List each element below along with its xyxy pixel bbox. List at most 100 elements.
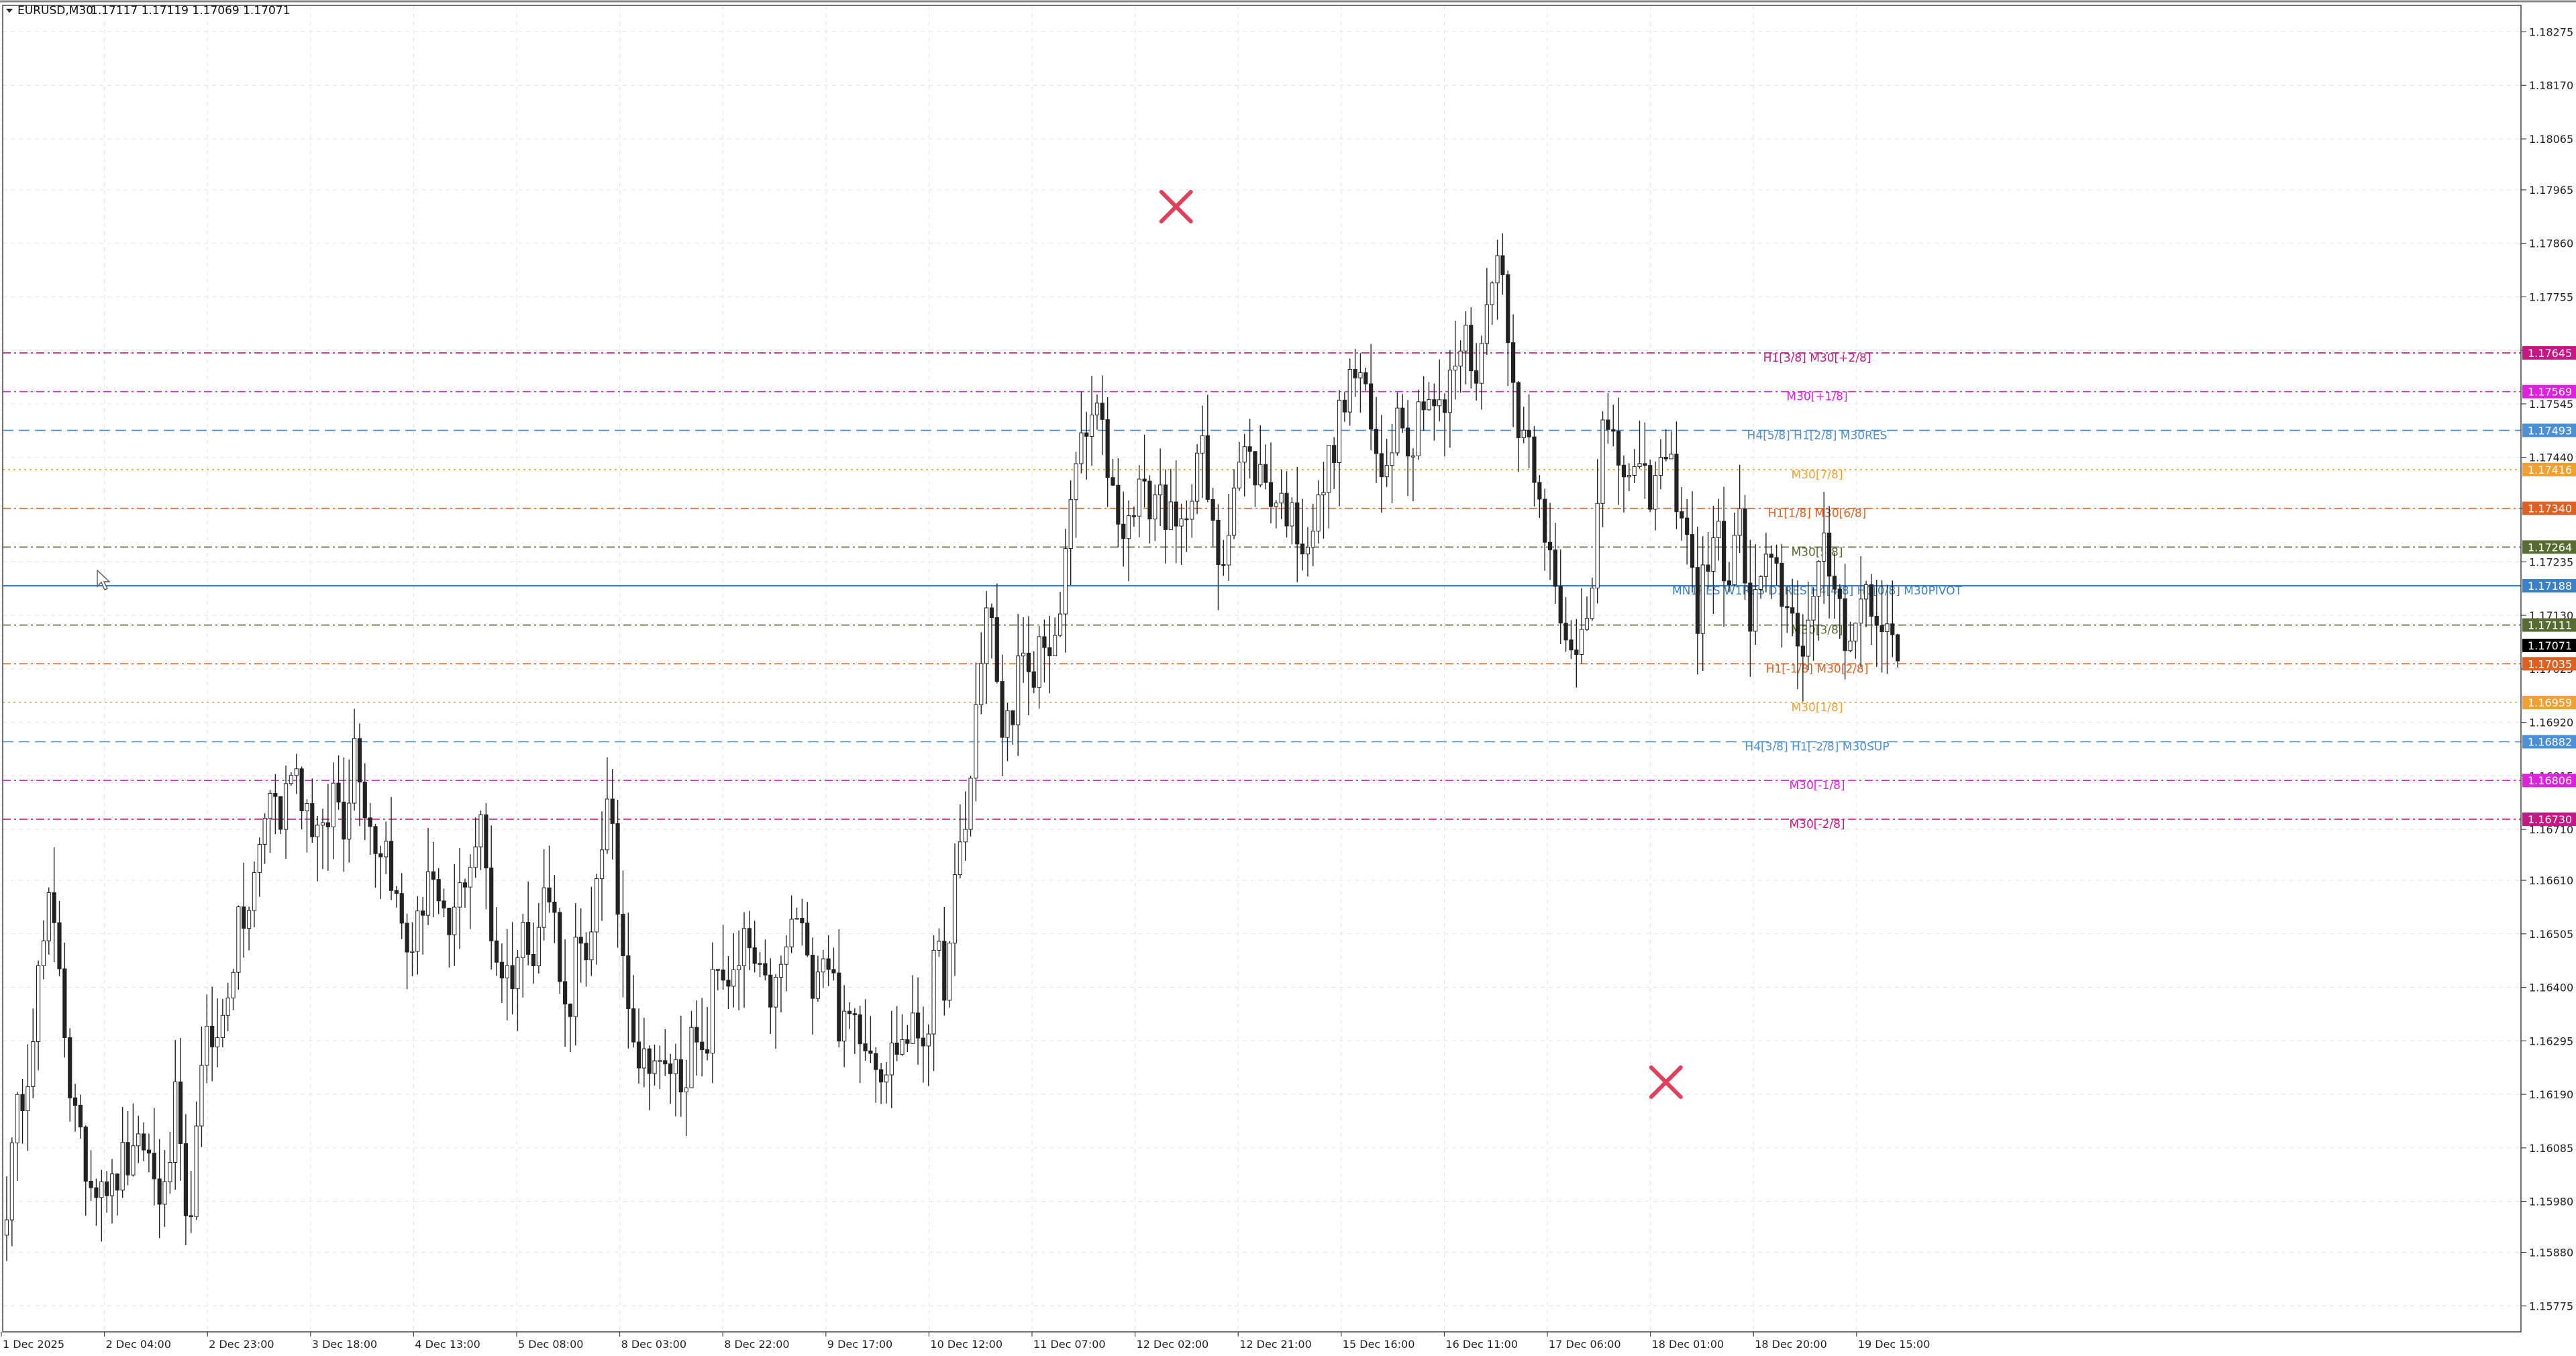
candle-body — [715, 969, 720, 971]
candle-body — [162, 1181, 167, 1205]
candle-body — [1506, 274, 1510, 344]
candle-body — [452, 906, 457, 935]
candle-body — [1290, 502, 1294, 527]
candle-body — [1685, 517, 1690, 535]
candle-body — [1558, 586, 1563, 624]
candle-body — [1158, 484, 1163, 496]
dropdown-triangle-icon[interactable] — [6, 9, 13, 13]
candle-body — [425, 871, 431, 916]
candle-body — [1516, 382, 1521, 438]
candle-body — [236, 906, 241, 973]
candle-body — [1374, 429, 1379, 454]
candle-body — [610, 798, 615, 824]
candle-body — [473, 846, 478, 868]
candle-body — [442, 900, 446, 908]
candle-body — [1400, 407, 1405, 429]
candle-body — [1674, 454, 1679, 513]
candle-body — [109, 1174, 115, 1196]
y-tick-label: 1.16085 — [2529, 1142, 2573, 1155]
price-tag-label: 1.16730 — [2528, 813, 2572, 826]
candle-body — [1284, 492, 1289, 527]
candle-body — [99, 1181, 104, 1198]
candle-body — [1763, 554, 1769, 577]
candle-body — [641, 1048, 646, 1069]
x-tick-label: 2 Dec 23:00 — [209, 1338, 274, 1351]
candle-body — [805, 923, 810, 956]
candle-body — [721, 970, 725, 981]
candle-body — [310, 803, 315, 837]
candle-body — [1190, 501, 1194, 520]
candle-body — [578, 937, 583, 944]
candle-body — [1780, 562, 1784, 607]
candle-body — [974, 704, 978, 779]
candle-body — [858, 1014, 862, 1045]
candle-body — [1690, 534, 1695, 568]
candle-body — [247, 910, 252, 929]
candle-body — [268, 792, 272, 819]
candle-body — [1737, 508, 1742, 536]
candle-body — [1184, 518, 1189, 521]
candle-body — [615, 823, 620, 915]
murrey-math-levels: H1[3/8] M30[+2/8] M30[+1/8] H4[5/8] H1[2/8… — [3, 352, 2521, 831]
candle-body — [1395, 407, 1400, 454]
price-tag-box — [2522, 618, 2576, 632]
candle-body — [1369, 383, 1374, 430]
candle-body — [1116, 484, 1121, 525]
candle-body — [1321, 492, 1326, 496]
candle-body — [1627, 475, 1631, 478]
candle-body — [378, 853, 383, 857]
price-tag-box — [2522, 774, 2576, 788]
candle-body — [926, 1033, 931, 1047]
level-label: M30[5/8] — [1792, 545, 1843, 559]
candle-body — [1205, 435, 1210, 500]
candle-body — [800, 918, 805, 924]
price-tag-label: 1.17035 — [2528, 658, 2572, 670]
y-tick-label: 1.17860 — [2529, 238, 2573, 250]
candle-body — [931, 949, 936, 1035]
y-tick-label: 1.17545 — [2529, 398, 2573, 411]
y-tick-label: 1.16505 — [2529, 928, 2573, 941]
candle-body — [1474, 370, 1479, 384]
price-tag-label: 1.17188 — [2528, 580, 2572, 592]
candle-body — [194, 1125, 199, 1217]
candle-body — [1463, 325, 1468, 352]
candle-body — [689, 1027, 694, 1088]
y-tick-label: 1.16610 — [2529, 874, 2573, 887]
candle-body — [1547, 541, 1553, 551]
x-tick-label: 5 Dec 08:00 — [518, 1338, 583, 1351]
price-tag-label: 1.16959 — [2528, 696, 2572, 709]
candle-body — [1437, 399, 1442, 407]
level-label: M30[-2/8] — [1789, 818, 1845, 831]
candle-body — [1727, 580, 1732, 585]
candle-body — [262, 818, 267, 845]
candle-body — [415, 910, 420, 952]
x-stroke — [1159, 190, 1193, 224]
candle-body — [678, 1059, 683, 1092]
y-tick-label: 1.17965 — [2529, 184, 2573, 197]
candle-body — [1832, 576, 1837, 590]
candle-body — [1342, 399, 1347, 413]
x-tick-label: 19 Dec 15:00 — [1858, 1338, 1930, 1351]
candle-body — [984, 607, 989, 664]
candle-body — [436, 879, 441, 902]
price-tag-label: 1.17569 — [2528, 386, 2572, 399]
candle-body — [1063, 548, 1068, 615]
candle-body — [1111, 477, 1115, 486]
candle-body — [1722, 521, 1727, 582]
candle-body — [1016, 656, 1021, 725]
candle-body — [568, 1003, 573, 1017]
candle-body — [1332, 445, 1337, 464]
x-tick-label: 16 Dec 11:00 — [1445, 1338, 1518, 1351]
candle-body — [1221, 564, 1226, 566]
price-tag-label: 1.16882 — [2528, 735, 2572, 748]
candle-body — [384, 841, 389, 857]
candle-body — [1005, 710, 1010, 738]
candle-body — [852, 1013, 857, 1015]
candle-body — [125, 1142, 130, 1176]
candle-body — [394, 890, 399, 894]
candle-body — [1379, 453, 1384, 478]
candle-body — [72, 1097, 78, 1106]
candle-body — [842, 1010, 847, 1042]
candle-body — [1653, 475, 1658, 510]
